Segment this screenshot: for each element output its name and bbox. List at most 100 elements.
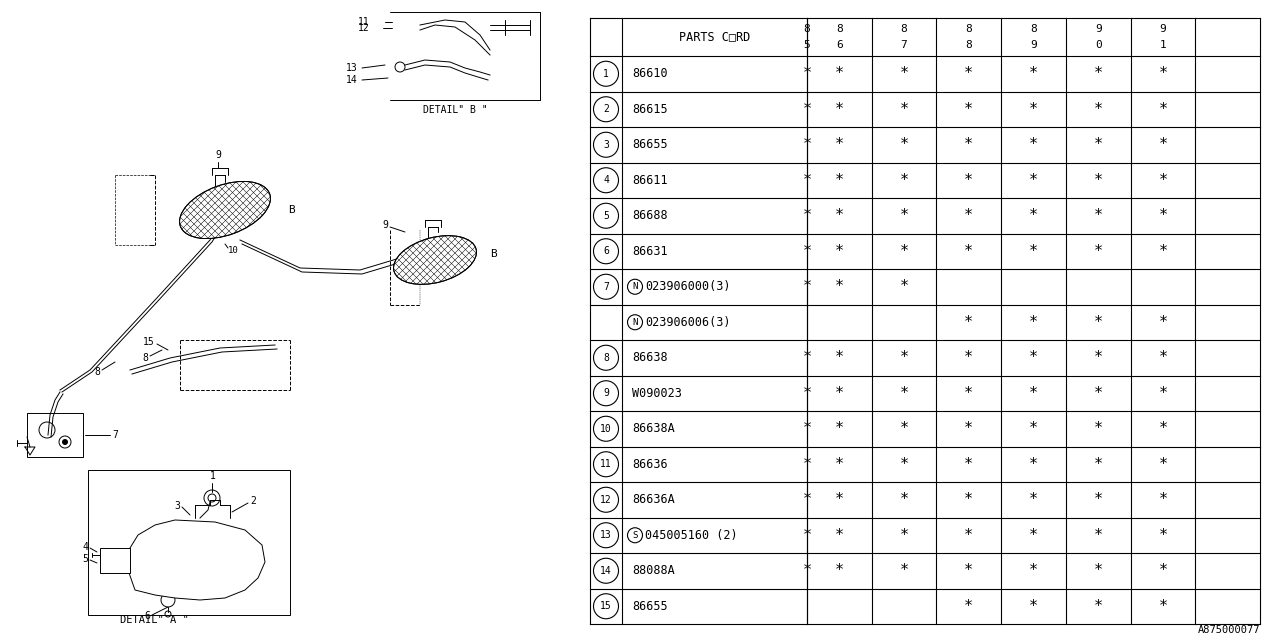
Text: *: * xyxy=(964,244,973,259)
Text: 4: 4 xyxy=(603,175,609,185)
Text: *: * xyxy=(1158,208,1167,223)
Text: *: * xyxy=(1093,173,1103,188)
Text: *: * xyxy=(1158,137,1167,152)
Text: *: * xyxy=(835,457,844,472)
Text: *: * xyxy=(964,528,973,543)
Text: *: * xyxy=(835,67,844,81)
Text: 14: 14 xyxy=(600,566,612,576)
Text: B: B xyxy=(490,249,497,259)
Text: *: * xyxy=(964,350,973,365)
Text: N: N xyxy=(632,282,637,291)
Text: W090023: W090023 xyxy=(632,387,682,400)
Text: 023906006(3): 023906006(3) xyxy=(645,316,731,329)
Text: 8: 8 xyxy=(603,353,609,363)
Text: 9: 9 xyxy=(215,150,221,160)
Text: S: S xyxy=(632,531,637,540)
Text: *: * xyxy=(1158,315,1167,330)
Text: 8: 8 xyxy=(836,24,842,34)
Text: *: * xyxy=(835,492,844,508)
Text: *: * xyxy=(964,102,973,116)
Text: *: * xyxy=(1158,528,1167,543)
Text: *: * xyxy=(1093,137,1103,152)
Text: *: * xyxy=(835,563,844,579)
Text: 7: 7 xyxy=(603,282,609,292)
Text: 13: 13 xyxy=(600,531,612,540)
Text: 14: 14 xyxy=(347,75,358,85)
Text: *: * xyxy=(900,67,909,81)
Text: 86636: 86636 xyxy=(632,458,668,471)
Text: 5: 5 xyxy=(603,211,609,221)
Text: *: * xyxy=(803,67,812,81)
Text: 4: 4 xyxy=(82,542,88,552)
Text: *: * xyxy=(964,599,973,614)
Text: *: * xyxy=(964,386,973,401)
Text: *: * xyxy=(900,457,909,472)
Text: 6: 6 xyxy=(836,40,842,50)
Text: 86655: 86655 xyxy=(632,138,668,151)
Text: 12: 12 xyxy=(358,23,370,33)
Text: 86631: 86631 xyxy=(632,244,668,258)
Text: *: * xyxy=(835,528,844,543)
Text: *: * xyxy=(1093,67,1103,81)
Text: *: * xyxy=(1093,563,1103,579)
Text: *: * xyxy=(900,279,909,294)
Text: 5: 5 xyxy=(804,40,810,50)
Text: 8: 8 xyxy=(1030,24,1037,34)
Text: *: * xyxy=(964,315,973,330)
Text: *: * xyxy=(835,386,844,401)
Text: *: * xyxy=(1029,528,1038,543)
Text: N: N xyxy=(632,317,637,327)
Text: 15: 15 xyxy=(143,337,155,347)
Text: 86655: 86655 xyxy=(632,600,668,612)
Text: 8: 8 xyxy=(901,24,908,34)
Ellipse shape xyxy=(179,181,270,239)
Text: *: * xyxy=(835,173,844,188)
Text: 2: 2 xyxy=(603,104,609,115)
Text: 86638: 86638 xyxy=(632,351,668,364)
Bar xyxy=(100,548,131,573)
Text: *: * xyxy=(1029,457,1038,472)
Text: 10: 10 xyxy=(600,424,612,434)
Text: 3: 3 xyxy=(603,140,609,150)
Text: 9: 9 xyxy=(383,220,388,230)
Text: 0: 0 xyxy=(1094,40,1102,50)
Text: *: * xyxy=(964,173,973,188)
Text: DETAIL" B ": DETAIL" B " xyxy=(422,105,488,115)
Text: *: * xyxy=(1029,137,1038,152)
Text: 8: 8 xyxy=(804,24,810,34)
Text: 8: 8 xyxy=(965,24,973,34)
Text: *: * xyxy=(900,244,909,259)
Text: *: * xyxy=(1158,492,1167,508)
Text: *: * xyxy=(1029,421,1038,436)
Text: *: * xyxy=(964,563,973,579)
Text: *: * xyxy=(1158,244,1167,259)
Text: 11: 11 xyxy=(358,17,370,27)
Text: *: * xyxy=(900,492,909,508)
Text: *: * xyxy=(835,279,844,294)
Text: 86638A: 86638A xyxy=(632,422,675,435)
Text: *: * xyxy=(900,102,909,116)
Text: 045005160 (2): 045005160 (2) xyxy=(645,529,737,541)
Text: *: * xyxy=(900,563,909,579)
Text: *: * xyxy=(1093,599,1103,614)
Text: *: * xyxy=(900,386,909,401)
Text: *: * xyxy=(1093,492,1103,508)
Text: *: * xyxy=(1029,492,1038,508)
Text: *: * xyxy=(803,208,812,223)
Text: *: * xyxy=(1029,599,1038,614)
Text: *: * xyxy=(1158,386,1167,401)
Text: *: * xyxy=(835,244,844,259)
Text: 86688: 86688 xyxy=(632,209,668,222)
Text: *: * xyxy=(964,492,973,508)
Text: 023906000(3): 023906000(3) xyxy=(645,280,731,293)
Text: *: * xyxy=(803,279,812,294)
Text: 86636A: 86636A xyxy=(632,493,675,506)
Text: 86611: 86611 xyxy=(632,173,668,187)
Text: *: * xyxy=(803,563,812,579)
Text: *: * xyxy=(1029,386,1038,401)
Text: *: * xyxy=(964,457,973,472)
Text: 2: 2 xyxy=(250,496,256,506)
Text: *: * xyxy=(1158,102,1167,116)
Text: *: * xyxy=(1093,315,1103,330)
Text: *: * xyxy=(1158,350,1167,365)
